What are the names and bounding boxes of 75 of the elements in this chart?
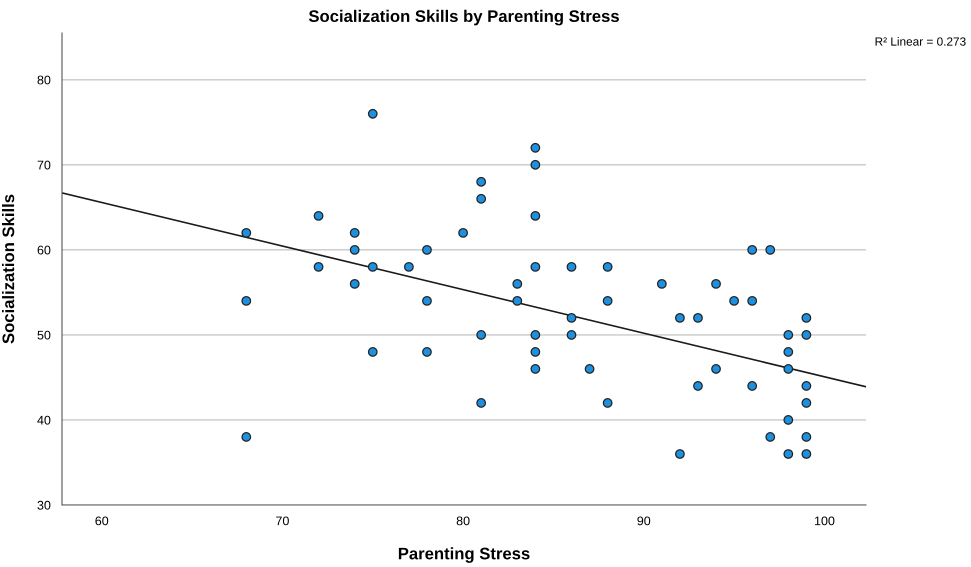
x-tick-label: 90 [637, 516, 650, 526]
x-tick-label: 60 [95, 516, 108, 526]
chart-title: Socialization Skills by Parenting Stress [308, 10, 619, 26]
x-tick-label: 100 [814, 516, 834, 526]
y-tick-label: 50 [37, 330, 50, 340]
point [368, 262, 378, 272]
point [783, 330, 794, 340]
point [801, 381, 812, 391]
point [530, 347, 540, 357]
y-tick-label: 40 [37, 416, 50, 425]
point [368, 347, 378, 357]
point [711, 364, 721, 374]
x-tick-label: 70 [276, 516, 289, 526]
point [801, 330, 812, 340]
point [512, 278, 522, 289]
point [783, 449, 794, 459]
point [458, 228, 468, 238]
point [368, 108, 378, 119]
point [512, 296, 522, 306]
point [711, 278, 721, 289]
point [422, 244, 432, 255]
point [566, 312, 576, 323]
point [693, 381, 703, 391]
point [422, 347, 432, 357]
point [350, 228, 360, 238]
point [530, 330, 540, 340]
point [729, 296, 740, 306]
point [566, 330, 576, 340]
point [566, 262, 576, 272]
point [584, 364, 594, 374]
point [476, 194, 486, 204]
point [602, 398, 613, 408]
y-tick-label: 70 [38, 160, 50, 170]
text: R² Linear = 0.273 [876, 37, 966, 46]
point [314, 262, 324, 272]
y-tick-label: 80 [38, 76, 50, 84]
point [530, 262, 540, 272]
point [765, 244, 776, 255]
point [404, 262, 414, 272]
point [241, 432, 252, 442]
point [765, 432, 776, 442]
point [801, 449, 812, 459]
point [530, 160, 540, 170]
y-tick-label: 60 [38, 246, 50, 255]
point [241, 296, 252, 306]
point [476, 398, 486, 408]
x-axis-title: Parenting Stress [398, 547, 530, 563]
point [602, 296, 613, 306]
point [350, 244, 360, 255]
point [675, 312, 685, 323]
point [350, 278, 360, 289]
point [783, 347, 794, 357]
x-tick-label: 80 [456, 516, 470, 526]
point [314, 210, 324, 221]
point [530, 364, 540, 374]
point [675, 449, 685, 459]
y-tick-label: 30 [37, 500, 50, 510]
point [801, 398, 812, 408]
point [783, 364, 794, 374]
point [602, 262, 613, 272]
point [422, 296, 432, 306]
point [476, 330, 486, 340]
point [241, 228, 252, 238]
point [747, 381, 758, 391]
point [530, 142, 540, 153]
point [747, 296, 758, 306]
point [476, 176, 486, 187]
y-axis-title: Socialization Skills [2, 194, 14, 344]
point [801, 312, 812, 323]
point [783, 415, 794, 425]
point [693, 312, 703, 323]
point [801, 432, 812, 442]
point [656, 278, 667, 289]
point [530, 210, 540, 221]
point [747, 244, 758, 255]
